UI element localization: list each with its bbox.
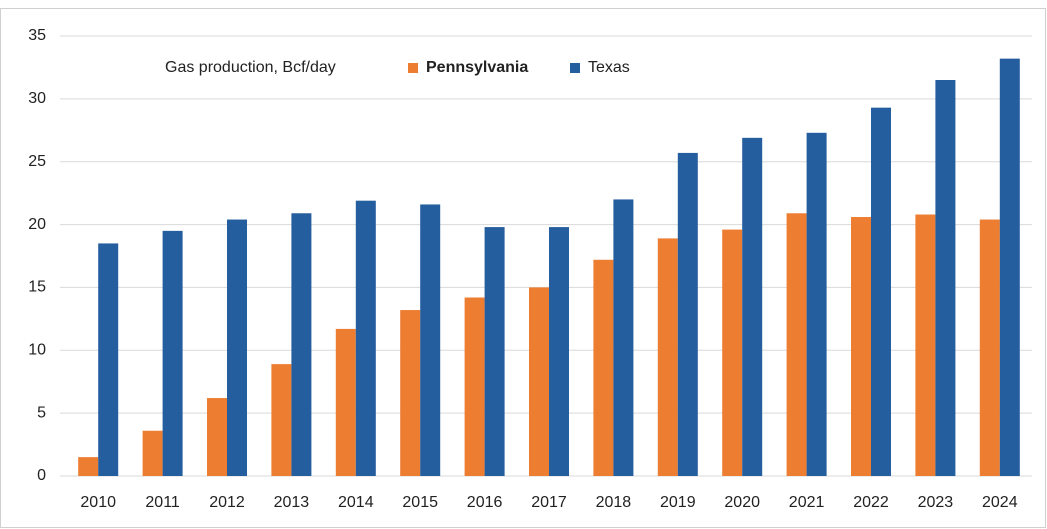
y-tick-label: 25: [28, 153, 46, 170]
x-tick-label: 2014: [338, 494, 374, 511]
x-tick-label: 2011: [145, 494, 180, 511]
x-tick-label: 2013: [274, 494, 310, 511]
bar: [657, 238, 678, 476]
legend-swatch: [570, 63, 580, 73]
x-tick-label: 2017: [531, 494, 567, 511]
bar: [271, 364, 292, 476]
x-tick-label: 2021: [789, 494, 825, 511]
bar: [935, 80, 956, 476]
bar: [420, 204, 441, 476]
bar: [786, 213, 807, 476]
y-tick-label: 20: [28, 216, 46, 233]
bar: [464, 297, 485, 476]
bar: [549, 227, 569, 476]
bar: [613, 199, 634, 476]
bar: [162, 230, 183, 476]
bar: [722, 229, 743, 476]
y-tick-label: 15: [28, 279, 46, 296]
y-tick-label: 30: [28, 90, 46, 107]
x-tick-label: 2016: [467, 494, 503, 511]
x-tick-label: 2022: [853, 494, 889, 511]
bar: [979, 219, 1000, 477]
bar: [851, 217, 871, 476]
y-tick-label: 5: [37, 404, 46, 421]
x-tick-label: 2019: [660, 494, 696, 511]
bar: [915, 214, 936, 476]
y-tick-label: 10: [28, 342, 46, 359]
x-tick-label: 2010: [80, 494, 116, 511]
legend-title: Gas production, Bcf/day: [165, 59, 336, 76]
x-tick-label: 2012: [209, 494, 245, 511]
bar: [355, 200, 376, 476]
x-tick-label: 2020: [724, 494, 760, 511]
bar: [593, 259, 614, 476]
bar: [291, 213, 312, 476]
legend-swatch: [408, 63, 418, 73]
legend-label: Pennsylvania: [426, 59, 528, 76]
x-tick-label: 2024: [982, 494, 1018, 511]
bar: [142, 430, 163, 476]
x-tick-label: 2015: [402, 494, 438, 511]
bar: [999, 58, 1020, 476]
bar: [806, 132, 827, 477]
bar: [677, 152, 698, 476]
bar: [335, 328, 356, 476]
x-tick-label: 2023: [918, 494, 954, 511]
bar: [529, 287, 549, 476]
bar: [400, 310, 421, 476]
y-tick-label: 35: [28, 27, 46, 44]
x-tick-label: 2018: [596, 494, 632, 511]
bar: [871, 107, 891, 477]
bar: [98, 243, 119, 476]
bar: [78, 457, 99, 476]
y-tick-label: 0: [37, 467, 46, 484]
legend-label: Texas: [588, 59, 630, 76]
bar: [207, 398, 227, 476]
bar: [227, 219, 247, 477]
bar: [484, 227, 505, 476]
bar: [742, 137, 763, 477]
